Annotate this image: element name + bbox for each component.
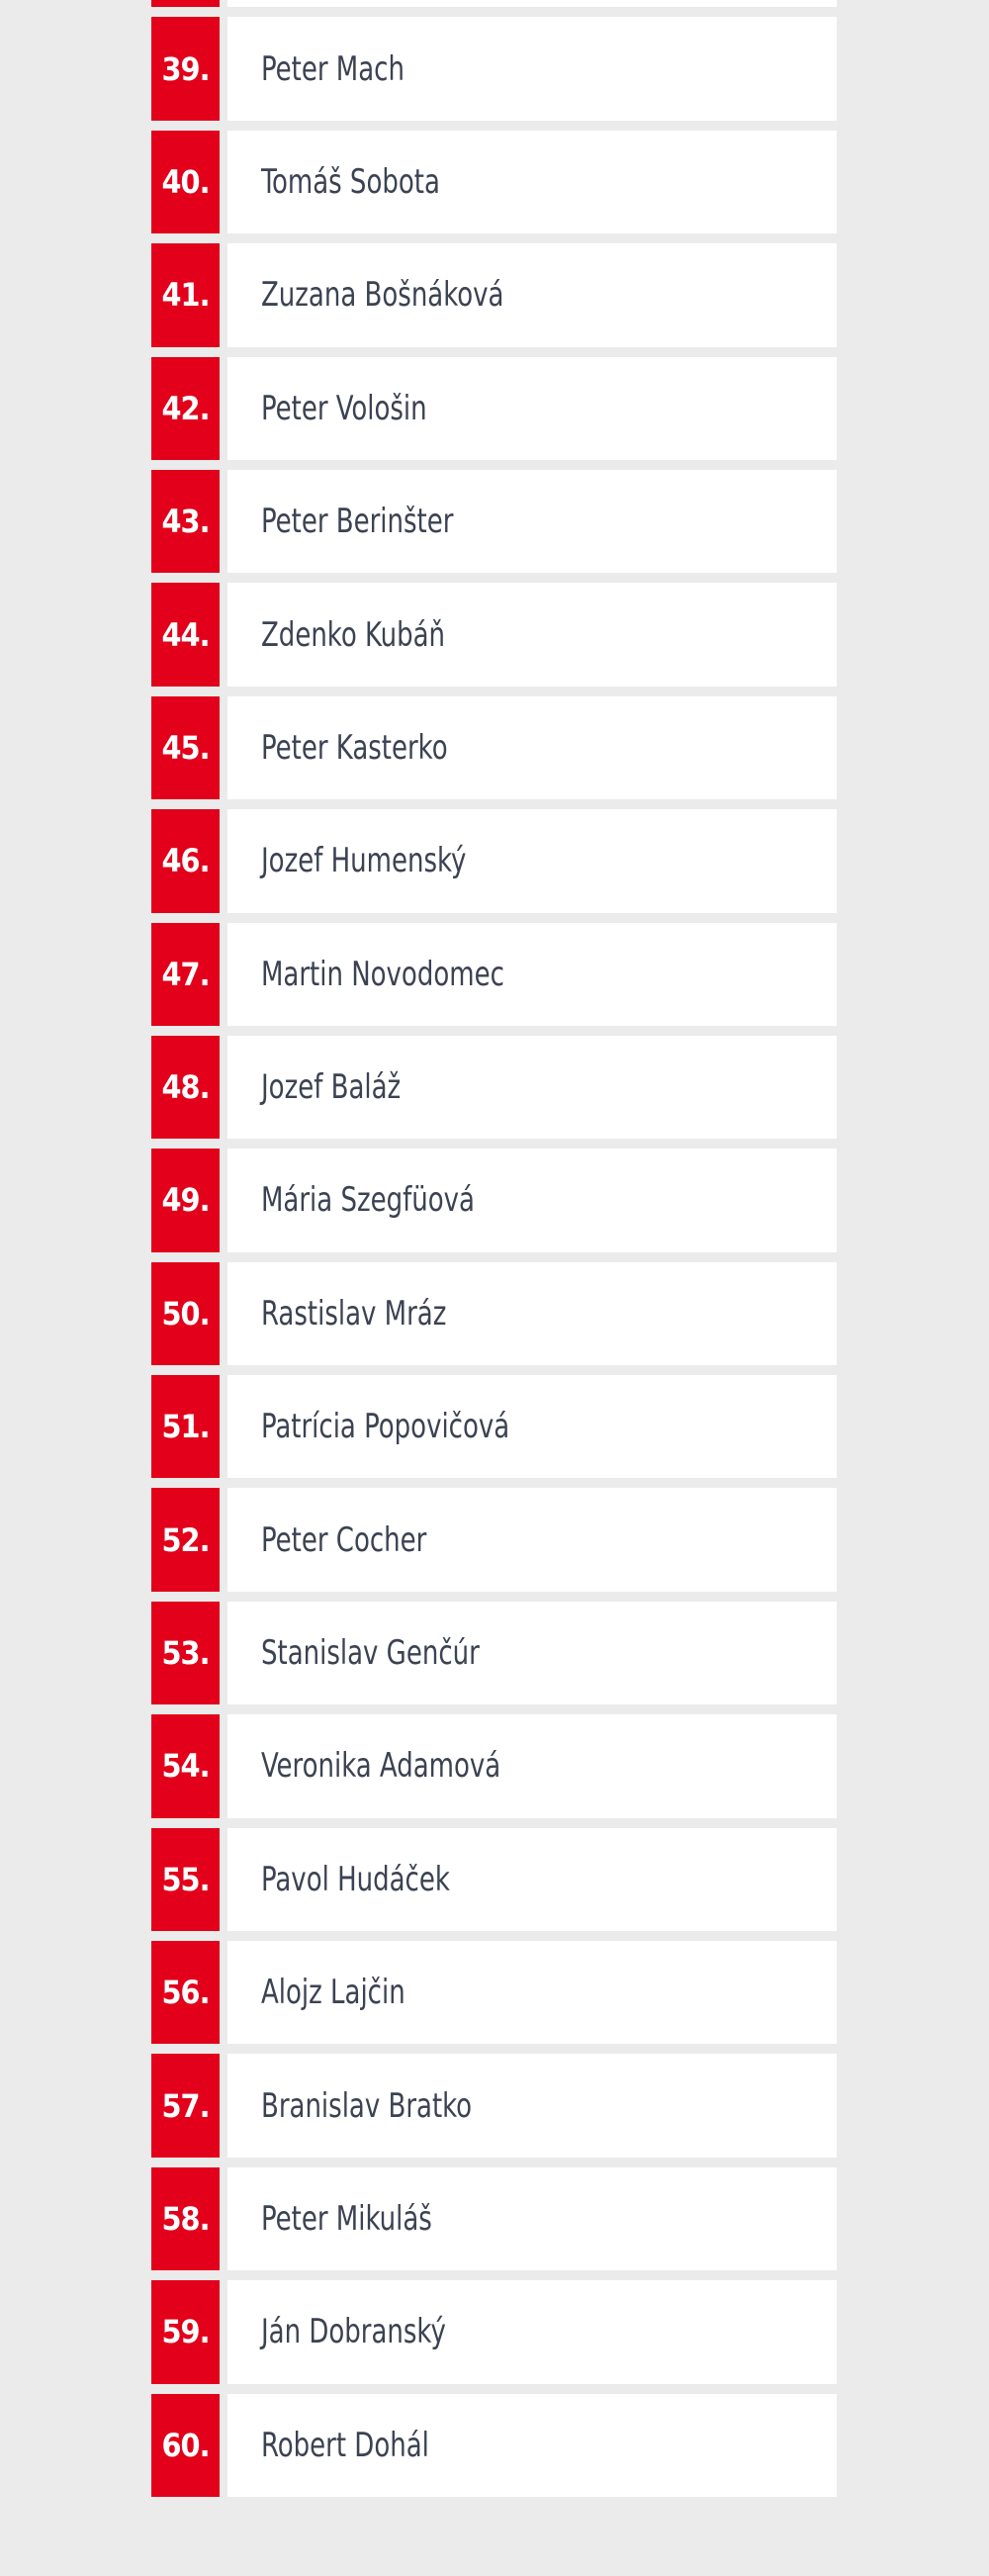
rank-badge: 39.: [151, 17, 220, 121]
rank-badge: 48.: [151, 1035, 220, 1140]
candidate-name-cell: Martin Novodomec: [227, 922, 837, 1026]
rank-badge: 44.: [151, 583, 220, 687]
rank-badge: 55.: [151, 1827, 220, 1932]
rank-badge: 51.: [151, 1375, 220, 1479]
candidate-name-cell: Peter Cocher: [227, 1488, 837, 1592]
candidate-name-cell: Veronika Adamová: [227, 1714, 837, 1818]
list-item: 52. Peter Cocher: [151, 1488, 837, 1592]
candidate-name-cell: Peter Kasterko: [227, 695, 837, 800]
rank-badge: 40.: [151, 130, 220, 234]
candidate-name: Peter Berinšter: [261, 502, 454, 542]
rank-badge: 60.: [151, 2393, 220, 2497]
candidate-list: 38. 39. Peter Mach 40. Tomáš Sobota 41. Zuzana…: [151, 0, 837, 2507]
candidate-name-cell: Alojz Lajčin: [227, 1941, 837, 2045]
candidate-name: Jozef Humenský: [261, 841, 467, 881]
list-item: 59. Ján Dobranský: [151, 2280, 837, 2384]
candidate-name-cell: Branislav Bratko: [227, 2054, 837, 2158]
candidate-name: Ján Dobranský: [261, 2312, 446, 2352]
rank-badge: 38.: [151, 0, 220, 8]
candidate-name: Alojz Lajčin: [261, 1973, 405, 2013]
candidate-name: Branislav Bratko: [261, 2085, 473, 2126]
candidate-name: Patrícia Popovičová: [261, 1407, 510, 1447]
candidate-name-cell: Peter Mikuláš: [227, 2166, 837, 2271]
list-item: 45. Peter Kasterko: [151, 695, 837, 800]
list-item: 55. Pavol Hudáček: [151, 1827, 837, 1932]
candidate-name: Zdenko Kubáň: [261, 614, 446, 655]
list-item: 56. Alojz Lajčin: [151, 1941, 837, 2045]
candidate-name: Peter Kasterko: [261, 727, 448, 768]
rank-badge: 49.: [151, 1149, 220, 1252]
candidate-name-cell: Pavol Hudáček: [227, 1827, 837, 1932]
candidate-name: Robert Dohál: [261, 2425, 429, 2465]
candidate-name: Pavol Hudáček: [261, 1859, 450, 1899]
candidate-name: Jozef Baláž: [261, 1067, 402, 1108]
candidate-name-cell: Jozef Baláž: [227, 1035, 837, 1140]
candidate-name: Tomáš Sobota: [261, 161, 440, 202]
candidate-name-cell: Patrícia Popovičová: [227, 1375, 837, 1479]
candidate-name: Mária Szegfüová: [261, 1180, 475, 1221]
rank-badge: 46.: [151, 809, 220, 913]
candidate-name-cell: [227, 0, 837, 8]
rank-badge: 43.: [151, 469, 220, 574]
candidate-name: Veronika Adamová: [261, 1746, 501, 1787]
candidate-name-cell: Jozef Humenský: [227, 809, 837, 913]
rank-badge: 56.: [151, 1941, 220, 2045]
candidate-name: Peter Mach: [261, 48, 405, 89]
list-item: 47. Martin Novodomec: [151, 922, 837, 1026]
list-item: 51. Patrícia Popovičová: [151, 1375, 837, 1479]
list-item: 42. Peter Vološin: [151, 356, 837, 460]
rank-badge: 53.: [151, 1601, 220, 1705]
candidate-name: Peter Cocher: [261, 1519, 427, 1560]
candidate-name: Rastislav Mráz: [261, 1293, 447, 1334]
list-item: 44. Zdenko Kubáň: [151, 583, 837, 687]
candidate-name: Martin Novodomec: [261, 954, 504, 994]
candidate-name-cell: Mária Szegfüová: [227, 1149, 837, 1252]
list-item: 43. Peter Berinšter: [151, 469, 837, 574]
candidate-name-cell: Peter Mach: [227, 17, 837, 121]
list-item: 40. Tomáš Sobota: [151, 130, 837, 234]
candidate-name: Zuzana Bošnáková: [261, 275, 504, 316]
candidate-name: Peter Mikuláš: [261, 2199, 432, 2239]
rank-badge: 50.: [151, 1261, 220, 1366]
rank-badge: 57.: [151, 2054, 220, 2158]
list-item: 57. Branislav Bratko: [151, 2054, 837, 2158]
list-item: 41. Zuzana Bošnáková: [151, 243, 837, 347]
rank-badge: 47.: [151, 922, 220, 1026]
list-item: 54. Veronika Adamová: [151, 1714, 837, 1818]
list-item: 46. Jozef Humenský: [151, 809, 837, 913]
candidate-name-cell: Zdenko Kubáň: [227, 583, 837, 687]
candidate-name-cell: Zuzana Bošnáková: [227, 243, 837, 347]
candidate-name-cell: Peter Berinšter: [227, 469, 837, 574]
rank-badge: 45.: [151, 695, 220, 800]
rank-badge: 41.: [151, 243, 220, 347]
list-item: 58. Peter Mikuláš: [151, 2166, 837, 2271]
candidate-name-cell: Peter Vološin: [227, 356, 837, 460]
candidate-name-cell: Robert Dohál: [227, 2393, 837, 2497]
candidate-name-cell: Stanislav Genčúr: [227, 1601, 837, 1705]
rank-badge: 42.: [151, 356, 220, 460]
candidate-name-cell: Tomáš Sobota: [227, 130, 837, 234]
list-item: 60. Robert Dohál: [151, 2393, 837, 2497]
list-item: 53. Stanislav Genčúr: [151, 1601, 837, 1705]
rank-badge: 59.: [151, 2280, 220, 2384]
candidate-name-cell: Ján Dobranský: [227, 2280, 837, 2384]
list-item: 48. Jozef Baláž: [151, 1035, 837, 1140]
list-item: 49. Mária Szegfüová: [151, 1149, 837, 1252]
list-item: 50. Rastislav Mráz: [151, 1261, 837, 1366]
candidate-name: Peter Vološin: [261, 388, 427, 428]
rank-badge: 58.: [151, 2166, 220, 2271]
rank-badge: 54.: [151, 1714, 220, 1818]
list-item: 38.: [151, 0, 837, 8]
candidate-name: Stanislav Genčúr: [261, 1633, 480, 1674]
rank-badge: 52.: [151, 1488, 220, 1592]
candidate-name-cell: Rastislav Mráz: [227, 1261, 837, 1366]
list-item: 39. Peter Mach: [151, 17, 837, 121]
